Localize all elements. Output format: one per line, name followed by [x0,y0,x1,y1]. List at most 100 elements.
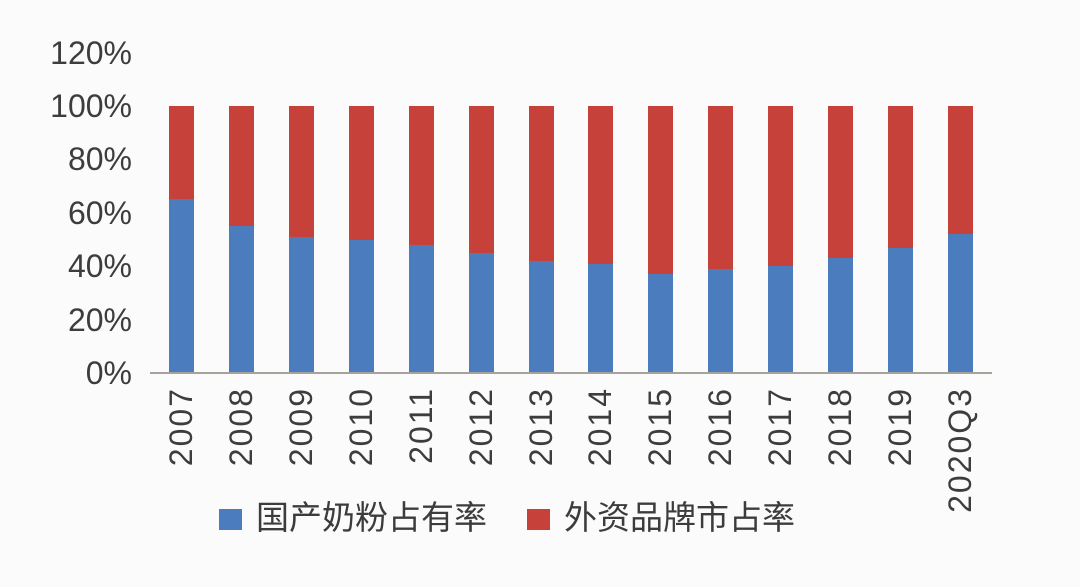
bar-segment-foreign [887,106,913,248]
stacked-bar-2015 [648,106,674,373]
bar-slot-2014 [571,106,631,373]
x-slot: 2009 [272,387,332,466]
y-axis-tick-labels: 0% 20% 40% 60% 80% 100% 120% [18,0,132,587]
bar-segment-foreign [289,106,315,237]
x-tick-label: 2018 [821,387,858,467]
bar-segment-foreign [349,106,374,240]
bar-segment-domestic [648,274,674,373]
y-tick-label: 80% [67,141,132,178]
stacked-bar-2007 [169,106,195,373]
stacked-bar-2013 [528,106,554,373]
x-slot: 2015 [631,387,691,466]
x-slot: 2011 [391,387,451,464]
x-tick-label: 2013 [522,387,559,467]
bar-slot-2008 [212,106,272,373]
x-slot: 2019 [870,387,930,466]
bar-segment-domestic [289,236,315,373]
x-slot: 2014 [571,387,631,466]
x-tick-label: 2010 [343,387,379,467]
bar-segment-foreign [648,106,674,275]
y-tick-label: 40% [67,248,132,285]
bar-slot-2015 [631,106,691,373]
bar-segment-domestic [708,268,734,373]
bar-segment-foreign [408,106,434,245]
legend-item: 国产奶粉占有率 [219,498,487,540]
x-tick-label: 2017 [762,387,799,467]
x-slot: 2013 [511,387,571,466]
bar-slot-2009 [272,106,332,373]
bar-slot-2011 [391,106,451,373]
bar-segment-foreign [528,106,554,261]
bar-segment-domestic [528,260,554,373]
bar-segment-domestic [887,247,913,373]
bar-segment-domestic [947,234,973,373]
bar-segment-foreign [229,106,255,227]
y-tick-label: 60% [67,194,132,231]
bar-slot-2013 [511,106,571,373]
bar-slot-2020Q3 [930,106,990,373]
stacked-bar-2009 [289,106,315,373]
stacked-bar-2018 [827,106,853,373]
legend-label: 国产奶粉占有率 [256,501,487,537]
x-tick-label: 2009 [283,387,320,467]
bar-segment-domestic [468,252,494,373]
x-slot: 2010 [332,387,392,466]
x-tick-label: 2019 [881,387,918,467]
plot-area [152,106,990,373]
legend-swatch-icon [527,508,550,530]
bar-segment-foreign [588,106,614,264]
stacked-bar-2014 [588,106,614,373]
x-tick-label: 2014 [582,387,619,467]
bar-slot-2019 [870,106,930,373]
x-slot: 2007 [152,387,212,466]
bar-segment-foreign [827,106,853,259]
stacked-bar-2017 [768,106,794,373]
x-tick-label: 2008 [223,387,260,467]
stacked-bar-2010 [349,106,374,373]
stacked-bar-2012 [468,106,494,373]
bar-segment-domestic [229,226,255,373]
x-slot: 2012 [451,387,511,466]
stacked-bar-2020Q3 [947,106,973,373]
stacked-bar-2016 [708,106,734,373]
y-tick-label: 120% [50,34,132,71]
x-slot: 2018 [810,387,870,466]
bar-slot-2010 [332,106,392,373]
bar-segment-domestic [169,199,195,373]
x-tick-label: 2015 [642,387,679,467]
bar-segment-foreign [169,106,195,200]
legend-swatch-icon [219,508,242,530]
x-slot: 2017 [751,387,811,466]
x-slot: 2008 [212,387,272,466]
legend: 国产奶粉占有率 外资品牌市占率 [0,498,1014,540]
y-tick-label: 0% [85,355,132,391]
x-tick-label: 2012 [462,387,499,467]
legend-label: 外资品牌市占率 [564,501,795,537]
y-tick-label: 100% [50,88,132,124]
legend-item: 外资品牌市占率 [527,498,795,540]
x-tick-label: 2020Q3 [941,387,978,513]
bar-segment-domestic [349,239,374,373]
bar-slot-2016 [691,106,751,373]
x-slot: 2016 [691,387,751,466]
bar-slot-2007 [152,106,212,373]
bar-segment-domestic [827,258,853,373]
bar-segment-domestic [768,266,794,373]
bar-segment-domestic [408,244,434,373]
x-axis-line [150,372,992,374]
bar-segment-foreign [768,106,794,267]
bar-segment-foreign [468,106,494,253]
x-tick-label: 2016 [702,387,739,467]
bar-slot-2012 [451,106,511,373]
bar-segment-foreign [947,106,973,235]
x-axis-tick-labels: 2007 2008 2009 2010 2011 2012 2013 2014 2015 2016… [152,387,990,513]
stacked-bar-2019 [887,106,913,373]
x-slot: 2020Q3 [930,387,990,513]
stacked-bar-2011 [408,106,434,373]
bar-segment-foreign [708,106,734,269]
bar-slot-2017 [751,106,811,373]
x-tick-label: 2011 [402,387,439,464]
stacked-bar-2008 [229,106,255,373]
y-tick-label: 20% [67,301,132,338]
